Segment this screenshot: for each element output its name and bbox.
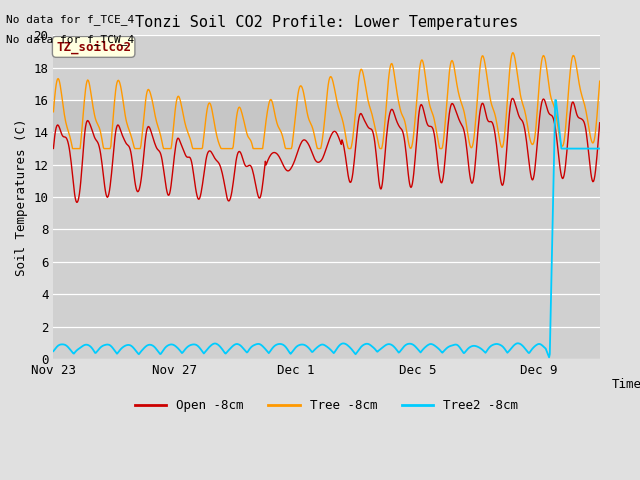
Text: TZ_soilco2: TZ_soilco2 <box>56 40 131 54</box>
X-axis label: Time: Time <box>612 378 640 391</box>
Text: No data for f_TCW_4: No data for f_TCW_4 <box>6 34 134 45</box>
Text: No data for f_TCE_4: No data for f_TCE_4 <box>6 14 134 25</box>
Bar <box>53 100 600 132</box>
Title: Tonzi Soil CO2 Profile: Lower Temperatures: Tonzi Soil CO2 Profile: Lower Temperatur… <box>135 15 518 30</box>
Legend: Open -8cm, Tree -8cm, Tree2 -8cm: Open -8cm, Tree -8cm, Tree2 -8cm <box>130 395 524 418</box>
Y-axis label: Soil Temperatures (C): Soil Temperatures (C) <box>15 119 28 276</box>
